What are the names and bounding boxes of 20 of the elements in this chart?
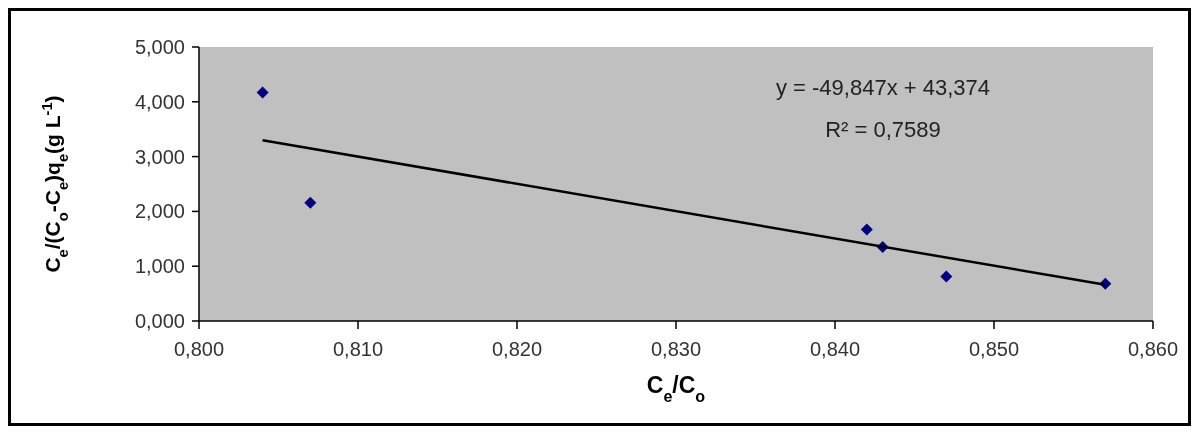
x-tick-label: 0,820 [491,338,543,360]
y-tick-label: 0,000 [134,310,185,332]
x-tick-label: 0,850 [968,338,1020,360]
point [860,223,873,236]
y-tick-label: 4,000 [134,90,185,113]
x-tick-label: 0,840 [809,338,861,360]
y-tick-label: 3,000 [134,145,185,168]
point [256,86,269,99]
y-tick-label: 1,000 [134,255,185,278]
point [304,196,317,209]
x-tick-label: 0,810 [332,338,384,360]
x-axis-title: C$_{e}$/C$_{o}$ [646,372,706,405]
x-tick-label: 0,800 [173,338,225,360]
y-tick-label: 2,000 [134,200,185,223]
annotation: R² = 0,7589 [825,117,941,142]
annotation: y = -49,847x + 43,374 [775,75,991,100]
x-tick-label: 0,860 [1127,338,1179,360]
point [940,270,953,283]
x-tick-label: 0,830 [650,338,702,360]
y-tick-label: 5,000 [134,36,185,58]
